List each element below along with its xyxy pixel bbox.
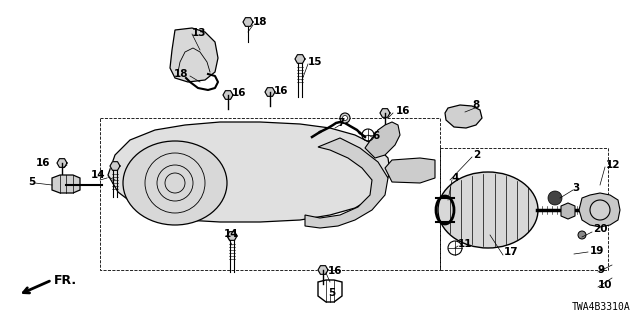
Bar	[100, 118, 440, 270]
Text: 17: 17	[504, 247, 518, 257]
Circle shape	[340, 113, 350, 123]
Circle shape	[548, 191, 562, 205]
Text: 3: 3	[572, 183, 579, 193]
Text: 18: 18	[173, 69, 188, 79]
Circle shape	[342, 116, 348, 121]
Text: 7: 7	[337, 118, 344, 128]
Text: 2: 2	[473, 150, 480, 160]
Text: 5: 5	[28, 177, 35, 187]
Circle shape	[578, 231, 586, 239]
Text: 16: 16	[36, 158, 51, 168]
Text: 8: 8	[472, 100, 479, 110]
Text: 14: 14	[90, 170, 105, 180]
Polygon shape	[318, 266, 328, 274]
Text: TWA4B3310A: TWA4B3310A	[572, 302, 630, 312]
Polygon shape	[52, 175, 80, 193]
Polygon shape	[227, 232, 237, 240]
Text: 13: 13	[192, 28, 207, 38]
Polygon shape	[380, 109, 390, 117]
Text: 16: 16	[396, 106, 410, 116]
Text: 4: 4	[452, 173, 460, 183]
Text: 18: 18	[253, 17, 268, 27]
Text: 14: 14	[224, 229, 239, 239]
Text: 5: 5	[328, 288, 335, 298]
Text: 16: 16	[274, 86, 289, 96]
Ellipse shape	[123, 141, 227, 225]
Text: 16: 16	[328, 266, 342, 276]
Polygon shape	[579, 193, 620, 227]
Text: 15: 15	[308, 57, 323, 67]
Bar	[440, 148, 608, 270]
Polygon shape	[110, 162, 120, 170]
Text: FR.: FR.	[54, 274, 77, 286]
Polygon shape	[445, 105, 482, 128]
Text: 6: 6	[372, 131, 380, 141]
Text: 10: 10	[598, 280, 612, 290]
Polygon shape	[170, 28, 218, 82]
Polygon shape	[561, 203, 575, 219]
Polygon shape	[385, 158, 435, 183]
Polygon shape	[243, 18, 253, 26]
Text: 11: 11	[458, 239, 472, 249]
Polygon shape	[108, 122, 390, 222]
Polygon shape	[295, 55, 305, 63]
Text: 19: 19	[590, 246, 604, 256]
Text: 9: 9	[598, 265, 605, 275]
Text: 12: 12	[606, 160, 621, 170]
Ellipse shape	[438, 172, 538, 248]
Text: 20: 20	[593, 224, 607, 234]
Polygon shape	[265, 88, 275, 96]
Polygon shape	[223, 91, 233, 99]
Text: 16: 16	[232, 88, 246, 98]
Polygon shape	[57, 159, 67, 167]
Polygon shape	[305, 138, 388, 228]
Circle shape	[590, 200, 610, 220]
Polygon shape	[365, 122, 400, 158]
